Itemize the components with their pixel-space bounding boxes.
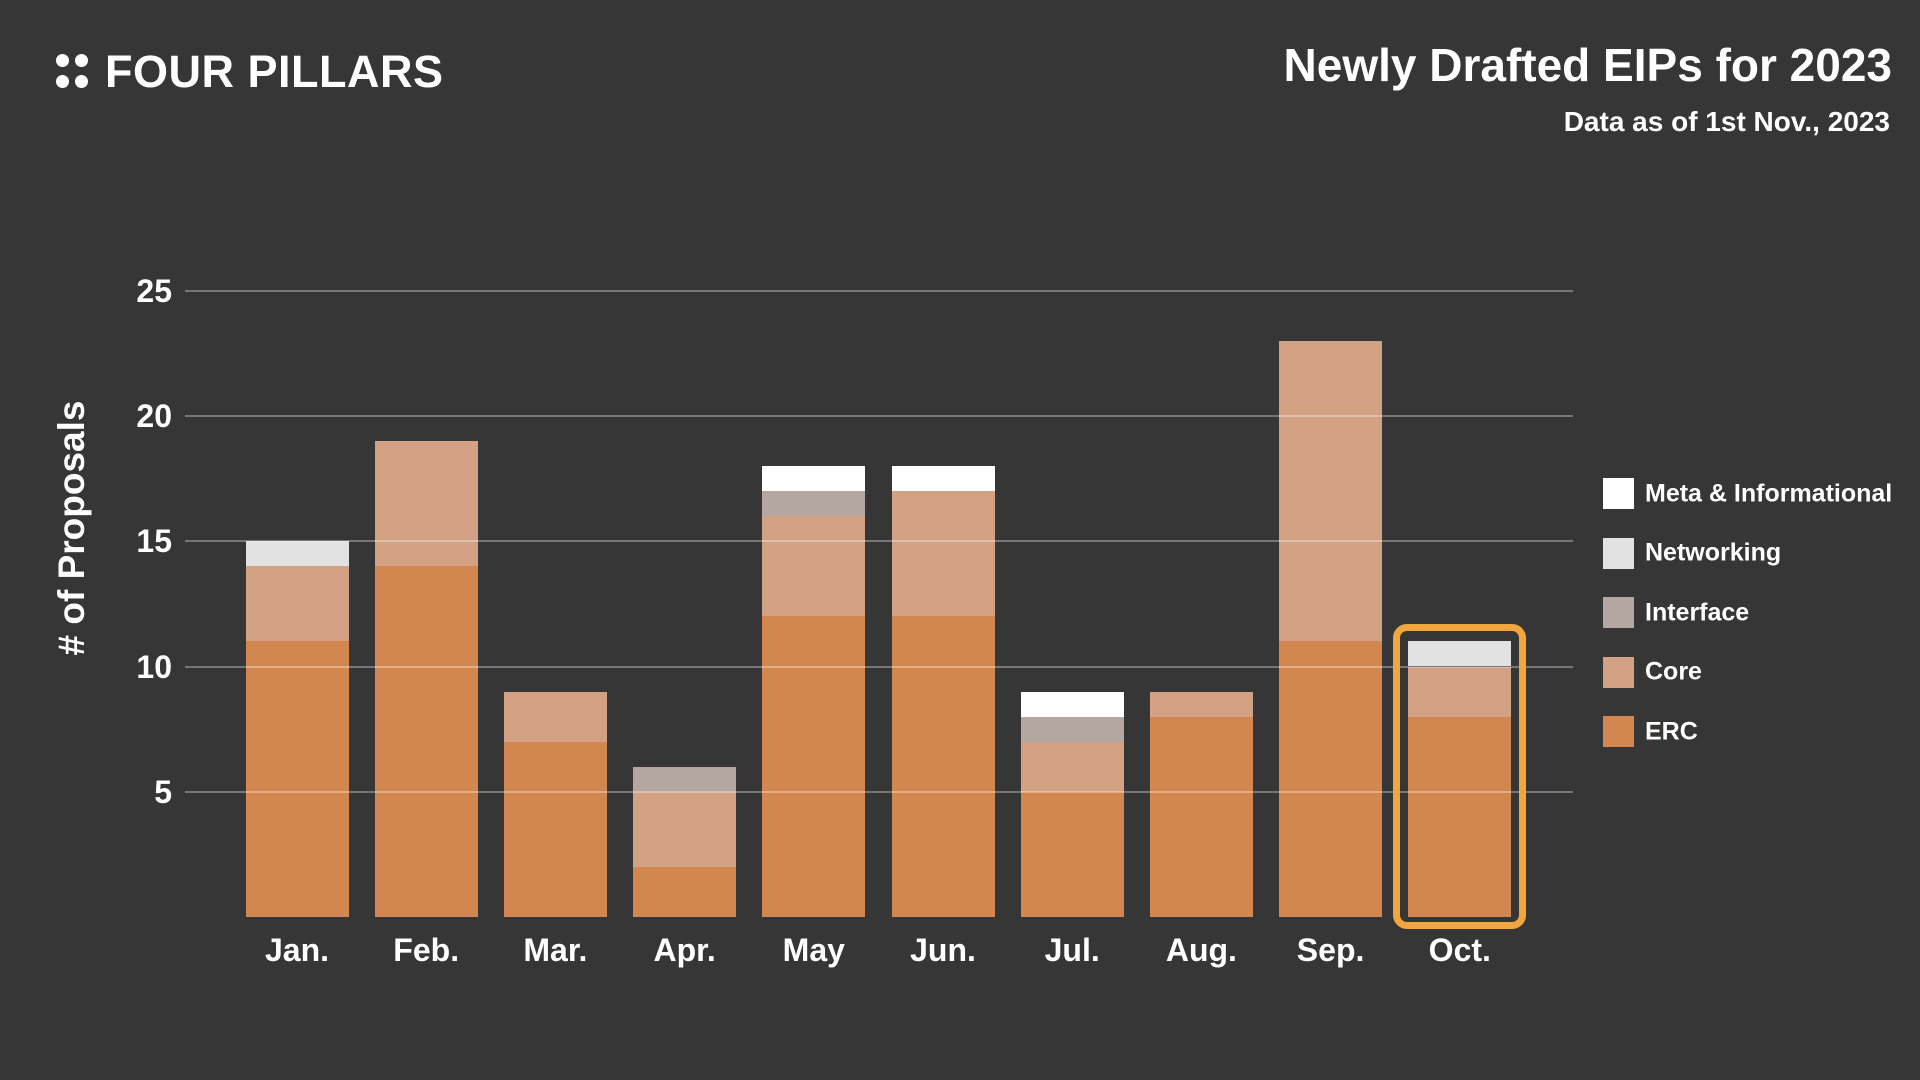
bar-apr-core-segment — [633, 791, 737, 867]
bar-mar-core-segment — [503, 691, 607, 742]
y-tick-label-5: 5 — [154, 773, 172, 810]
legend-swatch-networking — [1603, 537, 1634, 569]
brand-name: FOUR PILLARS — [105, 46, 444, 97]
bar-jun-erc-segment — [891, 616, 995, 917]
y-tick-label-20: 20 — [136, 398, 172, 434]
legend-swatch-interface — [1603, 597, 1634, 628]
bar-feb-core-segment — [374, 441, 478, 567]
bar-jan-erc-segment — [245, 641, 349, 917]
bar-oct-networking-segment — [1408, 641, 1512, 667]
logo-dot — [56, 75, 69, 88]
x-axis-label-oct: Oct. — [1428, 932, 1491, 968]
bar-jun-core-segment — [891, 491, 995, 617]
bar-jul-meta-informational-segment — [1020, 691, 1124, 717]
bar-may-meta-informational-segment — [762, 466, 866, 492]
four-pillars-logo-icon — [56, 52, 92, 92]
y-tick-label-10: 10 — [136, 648, 172, 685]
x-axis-label-feb: Feb. — [393, 932, 460, 968]
x-axis-label-jan: Jan. — [264, 932, 330, 968]
gridline-20 — [185, 415, 1573, 417]
bar-aug-erc-segment — [1149, 716, 1253, 917]
bar-mar-erc-segment — [503, 741, 607, 917]
bar-apr-erc-segment — [633, 866, 737, 917]
x-axis-label-apr: Apr. — [653, 932, 716, 968]
y-tick-label-25: 25 — [136, 272, 172, 309]
gridline-5 — [185, 790, 1573, 793]
bar-apr-interface-segment — [633, 766, 737, 792]
bar-sep-erc-segment — [1279, 641, 1383, 917]
bar-aug-core-segment — [1149, 691, 1253, 717]
legend-swatch-meta-informational — [1603, 478, 1634, 509]
bar-oct-core-segment — [1408, 666, 1512, 717]
bar-jul-core-segment — [1020, 741, 1124, 792]
bar-jan-core-segment — [245, 566, 349, 642]
logo-dot — [75, 54, 88, 67]
bar-may-interface-segment — [762, 491, 866, 517]
y-axis-title: # of Proposals — [51, 400, 92, 656]
bar-jul-interface-segment — [1020, 716, 1124, 742]
legend-label-erc: ERC — [1645, 717, 1698, 745]
x-axis-label-jul: Jul. — [1044, 932, 1100, 968]
y-tick-label-15: 15 — [136, 523, 172, 560]
legend-label-core: Core — [1645, 657, 1702, 686]
x-axis-label-mar: Mar. — [523, 932, 588, 968]
bar-jun-meta-informational-segment — [891, 466, 995, 492]
x-axis-label-aug: Aug. — [1165, 932, 1237, 968]
chart-subtitle: Data as of 1st Nov., 2023 — [1563, 106, 1890, 137]
bar-jan-networking-segment — [245, 541, 349, 567]
legend-label-meta-informational: Meta & Informational — [1645, 479, 1893, 507]
highlight-box-oct — [1393, 624, 1527, 929]
gridline-15 — [185, 540, 1573, 543]
legend-swatch-erc — [1603, 716, 1634, 747]
bar-jul-erc-segment — [1020, 791, 1124, 917]
x-axis-label-sep: Sep. — [1296, 932, 1365, 968]
bar-may-core-segment — [762, 516, 866, 617]
bar-oct-erc-segment — [1408, 716, 1512, 917]
x-axis-label-jun: Jun. — [910, 932, 976, 968]
legend-label-networking: Networking — [1645, 538, 1782, 567]
x-axis-label-may: May — [782, 932, 845, 968]
bar-may-erc-segment — [762, 616, 866, 917]
bar-feb-erc-segment — [374, 566, 478, 917]
legend-label-interface: Interface — [1645, 598, 1750, 626]
chart-title: Newly Drafted EIPs for 2023 — [1283, 39, 1892, 91]
gridline-25 — [185, 289, 1573, 292]
logo-dot — [56, 54, 69, 67]
bar-sep-core-segment — [1279, 340, 1383, 642]
legend-swatch-core — [1603, 656, 1634, 688]
logo-dot — [75, 75, 88, 88]
gridline-10 — [185, 665, 1573, 668]
